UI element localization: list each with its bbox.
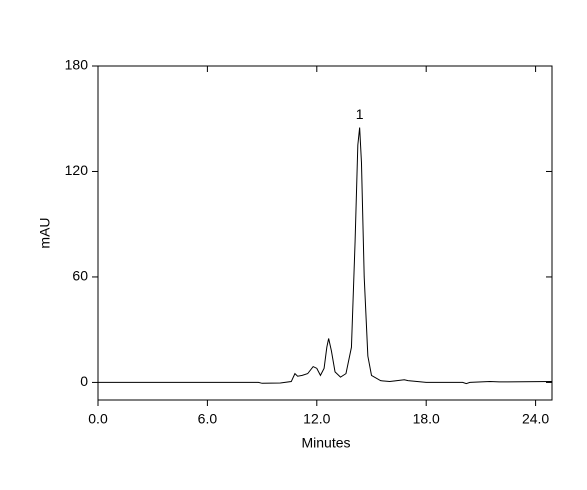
- y-tick-label: 0: [80, 373, 88, 389]
- peak-label: 1: [356, 106, 364, 122]
- x-tick-label: 18.0: [413, 411, 440, 427]
- chromatogram-line: [98, 127, 553, 385]
- y-axis-label: mAU: [37, 217, 53, 248]
- y-tick-label: 60: [72, 268, 88, 284]
- x-axis-label: Minutes: [301, 435, 350, 451]
- y-tick-label: 120: [65, 162, 89, 178]
- x-tick-label: 6.0: [198, 411, 218, 427]
- x-tick-label: 12.0: [303, 411, 330, 427]
- y-tick-label: 180: [65, 57, 89, 73]
- plot-frame: [97, 65, 553, 401]
- x-tick-label: 24.0: [522, 411, 549, 427]
- x-tick-label: 0.0: [88, 411, 108, 427]
